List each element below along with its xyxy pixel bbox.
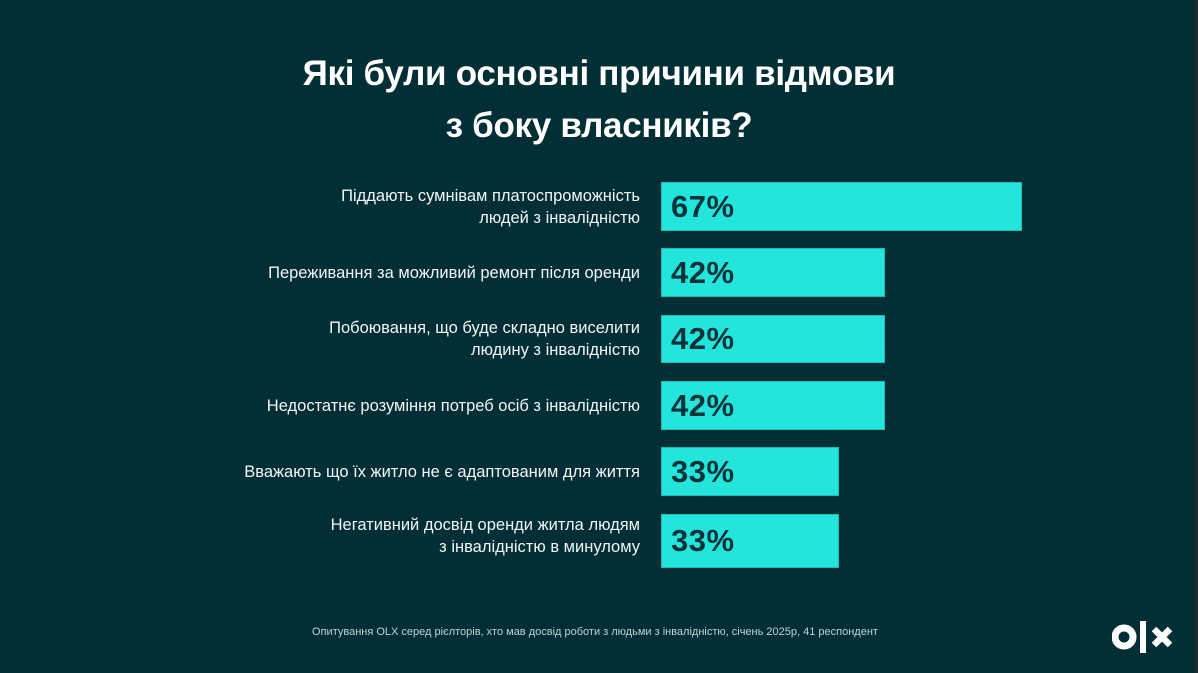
chart-title-line-2: з боку власників? <box>445 106 753 145</box>
bar-label-line: Піддають сумнівам платоспроможність <box>341 186 640 205</box>
olx-logo-icon <box>1112 621 1173 653</box>
bar-value: 42% <box>671 321 735 356</box>
bar-value: 42% <box>671 387 735 423</box>
bar-label-line: Побоювання, що буде складно виселити <box>329 319 640 337</box>
chart-title-line-1: Які були основні причини відмови <box>302 54 896 93</box>
bar-label-line: Негативний досвід оренди житла людям <box>330 516 640 534</box>
bar-row: Вважають що їх житло не є адаптованим дл… <box>0 447 1198 496</box>
source-footnote: Опитування OLX серед рієлторів, хто мав … <box>312 626 878 638</box>
bar: 42% <box>661 248 885 297</box>
bar-row: Піддають сумнівам платоспроможність люде… <box>0 182 1198 231</box>
bar: 33% <box>661 447 839 496</box>
bar-row: Побоювання, що буде складно виселити люд… <box>0 315 1198 363</box>
bar-value: 33% <box>671 453 735 489</box>
bar: 67% <box>661 182 1022 231</box>
bar-label: Недостатнє розуміння потреб осіб з інвал… <box>267 381 640 430</box>
bar-value: 42% <box>671 254 735 290</box>
bar-label: Вважають що їх житло не є адаптованим дл… <box>244 447 640 496</box>
bar-label-line: Вважають що їх житло не є адаптованим дл… <box>244 462 640 481</box>
bar-row: Переживання за можливий ремонт після оре… <box>0 248 1198 297</box>
bar-label-line: людину з інвалідністю <box>471 341 640 359</box>
bar-label: Негативний досвід оренди житла людям з і… <box>331 514 640 568</box>
bar-label-line: Недостатнє розуміння потреб осіб з інвал… <box>266 396 640 415</box>
bar: 42% <box>661 381 885 430</box>
bar: 33% <box>661 514 839 568</box>
bar-label: Побоювання, що буде складно виселити люд… <box>329 315 640 363</box>
chart-title: Які були основні причини відмови з боку … <box>0 48 1198 152</box>
bar-row: Негативний досвід оренди житла людям з і… <box>0 514 1198 568</box>
bar-label-line: з інвалідністю в минулому <box>439 538 640 556</box>
bar-row: Недостатнє розуміння потреб осіб з інвал… <box>0 381 1198 430</box>
bar-value: 67% <box>671 188 735 224</box>
bar-label: Переживання за можливий ремонт після оре… <box>268 248 640 297</box>
bar-label: Піддають сумнівам платоспроможність люде… <box>341 182 640 231</box>
bar-label-line: Переживання за можливий ремонт після оре… <box>268 263 640 282</box>
bar: 42% <box>661 315 885 363</box>
right-edge-strip <box>1195 0 1198 673</box>
bar-value: 33% <box>671 523 735 558</box>
bar-label-line: людей з інвалідністю <box>479 208 640 227</box>
